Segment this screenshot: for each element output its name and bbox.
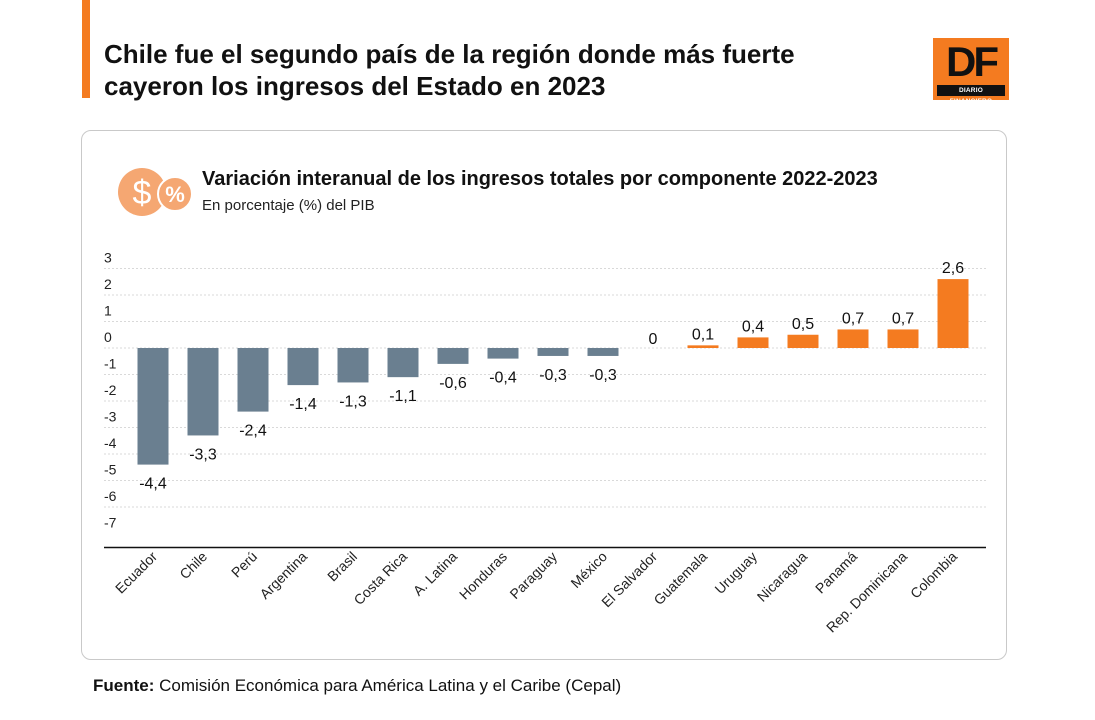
x-category-label: Brasil bbox=[324, 548, 360, 584]
bar bbox=[837, 329, 869, 348]
x-category-label: Nicaragua bbox=[754, 548, 811, 605]
data-label: 0,7 bbox=[842, 310, 864, 327]
y-tick-label: -7 bbox=[104, 515, 117, 531]
bar bbox=[237, 348, 269, 412]
y-tick-label: -1 bbox=[104, 356, 117, 372]
source-label: Fuente: bbox=[93, 676, 155, 695]
bar bbox=[937, 279, 969, 348]
x-category-label: Uruguay bbox=[711, 548, 760, 597]
y-tick-label: 3 bbox=[104, 250, 112, 266]
data-label: 0,7 bbox=[892, 310, 914, 327]
bar bbox=[787, 334, 819, 348]
percent-circle bbox=[157, 176, 193, 212]
data-label: 0,1 bbox=[692, 326, 714, 343]
data-label: -0,3 bbox=[539, 367, 567, 384]
df-logo-icon: DF DIARIO FINANCIERO bbox=[933, 38, 1009, 105]
x-category-label: Colombia bbox=[907, 548, 960, 601]
x-category-label: Guatemala bbox=[650, 548, 710, 608]
x-category-label: Chile bbox=[176, 548, 210, 582]
y-tick-label: 1 bbox=[104, 303, 112, 319]
x-category-label: Argentina bbox=[256, 548, 310, 602]
dollar-circle bbox=[118, 168, 166, 216]
headline: Chile fue el segundo país de la región d… bbox=[104, 39, 795, 101]
headline-accent-bar bbox=[82, 0, 90, 98]
source-note: Fuente: Comisión Económica para América … bbox=[93, 676, 621, 696]
y-tick-label: -2 bbox=[104, 382, 117, 398]
logo-letters: DF bbox=[946, 38, 999, 85]
chart-title: Variación interanual de los ingresos tot… bbox=[202, 168, 878, 190]
bar bbox=[487, 348, 519, 359]
bar bbox=[387, 348, 419, 378]
bar bbox=[587, 348, 619, 356]
y-tick-label: 2 bbox=[104, 276, 112, 292]
x-category-label: Panamá bbox=[812, 548, 860, 596]
data-label: 0,5 bbox=[792, 316, 814, 333]
y-tick-label: -6 bbox=[104, 488, 117, 504]
bar bbox=[187, 348, 219, 436]
x-category-label: Costa Rica bbox=[350, 548, 410, 608]
data-label: 0,4 bbox=[742, 318, 764, 335]
x-category-label: Honduras bbox=[456, 548, 510, 602]
logo-subtitle: DIARIO FINANCIERO bbox=[949, 87, 993, 105]
bar bbox=[137, 348, 169, 465]
money-percent-icon: $ % bbox=[118, 168, 193, 216]
source-text: Comisión Económica para América Latina y… bbox=[159, 676, 622, 695]
data-label: -2,4 bbox=[239, 423, 267, 440]
chart-card bbox=[81, 130, 1007, 660]
bar bbox=[437, 348, 469, 364]
data-label: -0,6 bbox=[439, 375, 467, 392]
x-category-label: A. Latina bbox=[410, 548, 461, 599]
bar bbox=[537, 348, 569, 356]
y-tick-label: -3 bbox=[104, 409, 117, 425]
data-label: -0,3 bbox=[589, 367, 617, 384]
bar bbox=[687, 345, 719, 348]
data-label: -1,1 bbox=[389, 388, 417, 405]
data-label: 0 bbox=[649, 331, 658, 348]
x-category-label: México bbox=[567, 548, 610, 591]
bar bbox=[287, 348, 319, 386]
data-label: -1,3 bbox=[339, 393, 367, 410]
x-category-label: Paraguay bbox=[506, 548, 560, 602]
logo-strip: DIARIO FINANCIERO bbox=[937, 85, 1005, 105]
y-tick-label: -4 bbox=[104, 435, 117, 451]
data-label: 2,6 bbox=[942, 260, 964, 277]
bar bbox=[737, 337, 769, 348]
dollar-sign-icon: $ bbox=[133, 174, 152, 212]
data-label: -4,4 bbox=[139, 476, 167, 493]
chart-subtitle: En porcentaje (%) del PIB bbox=[202, 197, 375, 214]
bar bbox=[887, 329, 919, 348]
y-tick-label: -5 bbox=[104, 462, 117, 478]
x-category-label: Ecuador bbox=[112, 548, 160, 596]
data-label: -0,4 bbox=[489, 370, 517, 387]
y-tick-label: 0 bbox=[104, 329, 112, 345]
percent-sign-icon: % bbox=[165, 182, 185, 207]
x-category-label: Perú bbox=[228, 548, 260, 580]
bar bbox=[337, 348, 369, 383]
data-label: -1,4 bbox=[289, 396, 317, 413]
data-label: -3,3 bbox=[189, 446, 217, 463]
